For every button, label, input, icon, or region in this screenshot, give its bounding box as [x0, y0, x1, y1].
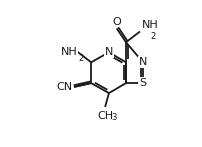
- Text: N: N: [139, 57, 147, 67]
- Text: O: O: [112, 17, 121, 27]
- Text: 3: 3: [111, 113, 117, 122]
- Text: S: S: [140, 78, 147, 88]
- Text: NH: NH: [141, 20, 158, 30]
- Text: CH: CH: [97, 111, 113, 121]
- Text: 2: 2: [78, 54, 83, 63]
- Text: NH: NH: [60, 46, 77, 56]
- Text: 2: 2: [151, 32, 156, 41]
- Text: N: N: [105, 47, 113, 57]
- Text: CN: CN: [56, 82, 73, 92]
